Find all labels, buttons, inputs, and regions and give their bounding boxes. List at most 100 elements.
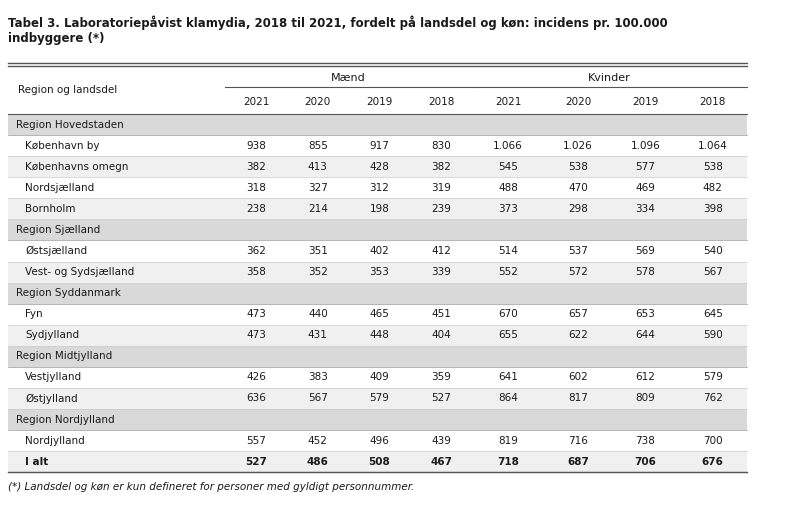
Text: 339: 339 [431,267,451,277]
Text: Sydjylland: Sydjylland [25,330,79,340]
Bar [7,240,746,262]
Text: 214: 214 [308,204,328,214]
Text: 2019: 2019 [366,97,393,107]
Text: 508: 508 [369,457,390,467]
Text: 428: 428 [370,162,390,172]
Text: 2021: 2021 [243,97,270,107]
Text: 817: 817 [568,393,588,403]
Text: 590: 590 [703,330,722,340]
Text: 358: 358 [246,267,266,277]
Bar [7,114,746,135]
Text: 298: 298 [568,204,588,214]
Text: 319: 319 [431,183,451,193]
Text: 2018: 2018 [428,97,454,107]
Text: 2021: 2021 [495,97,522,107]
Text: 670: 670 [498,309,518,319]
Bar [7,177,746,198]
Bar [7,198,746,220]
Text: 738: 738 [635,436,655,445]
Text: 448: 448 [370,330,390,340]
Bar [7,304,746,325]
Bar [7,388,746,409]
Text: 700: 700 [703,436,722,445]
Text: 470: 470 [568,183,588,193]
Bar [7,451,746,472]
Text: 469: 469 [635,183,655,193]
Text: 1.026: 1.026 [563,141,593,150]
Text: 569: 569 [635,246,655,256]
Bar [7,346,746,367]
Text: 819: 819 [498,436,518,445]
Text: 938: 938 [246,141,266,150]
Text: Nordsjælland: Nordsjælland [25,183,94,193]
Text: 353: 353 [370,267,390,277]
Bar [7,283,746,304]
Text: 602: 602 [568,372,588,382]
Text: 545: 545 [498,162,518,172]
Text: 538: 538 [568,162,588,172]
Bar [7,409,746,430]
Text: 567: 567 [703,267,722,277]
Text: Vestjylland: Vestjylland [25,372,82,382]
Text: 398: 398 [703,204,722,214]
Text: 382: 382 [246,162,266,172]
Text: 1.064: 1.064 [698,141,728,150]
Text: 622: 622 [568,330,588,340]
Text: 431: 431 [308,330,328,340]
Text: 653: 653 [635,309,655,319]
Text: 2019: 2019 [632,97,658,107]
Text: 238: 238 [246,204,266,214]
Text: 572: 572 [568,267,588,277]
Text: 641: 641 [498,372,518,382]
Text: Fyn: Fyn [25,309,42,319]
Text: 657: 657 [568,309,588,319]
Text: Bornholm: Bornholm [25,204,75,214]
Text: 578: 578 [635,267,655,277]
Text: 855: 855 [308,141,328,150]
Text: 496: 496 [370,436,390,445]
Text: 452: 452 [308,436,328,445]
Text: 373: 373 [498,204,518,214]
Text: 359: 359 [431,372,451,382]
Text: 362: 362 [246,246,266,256]
Text: 451: 451 [431,309,451,319]
Text: (*) Landsdel og køn er kun defineret for personer med gyldigt personnummer.: (*) Landsdel og køn er kun defineret for… [7,482,414,492]
Text: 567: 567 [308,393,328,403]
Text: Region Syddanmark: Region Syddanmark [16,288,121,298]
Bar [7,135,746,156]
Text: 439: 439 [431,436,451,445]
Text: 473: 473 [246,330,266,340]
Text: 830: 830 [431,141,451,150]
Text: 579: 579 [370,393,390,403]
Text: Nordjylland: Nordjylland [25,436,85,445]
Text: 465: 465 [370,309,390,319]
Text: 2020: 2020 [565,97,591,107]
Text: 655: 655 [498,330,518,340]
Text: Kvinder: Kvinder [588,73,630,83]
Bar [7,262,746,283]
Text: Københavns omegn: Københavns omegn [25,162,128,172]
Text: 312: 312 [370,183,390,193]
Text: 716: 716 [568,436,588,445]
Text: 402: 402 [370,246,390,256]
Text: 382: 382 [431,162,451,172]
Text: 687: 687 [567,457,589,467]
Text: Region Hovedstaden: Region Hovedstaden [16,120,124,130]
Text: 409: 409 [370,372,390,382]
Text: 440: 440 [308,309,328,319]
Text: Region og landsdel: Region og landsdel [18,85,118,95]
Text: 486: 486 [307,457,329,467]
Text: 352: 352 [308,267,328,277]
Text: 579: 579 [703,372,722,382]
Text: 577: 577 [635,162,655,172]
Text: 527: 527 [431,393,451,403]
Text: 239: 239 [431,204,451,214]
Text: 537: 537 [568,246,588,256]
Text: Region Sjælland: Region Sjælland [16,225,101,235]
Text: 540: 540 [703,246,722,256]
Text: 645: 645 [703,309,722,319]
Text: 318: 318 [246,183,266,193]
Text: 351: 351 [308,246,328,256]
Text: Østsjælland: Østsjælland [25,246,87,256]
Text: 809: 809 [635,393,655,403]
